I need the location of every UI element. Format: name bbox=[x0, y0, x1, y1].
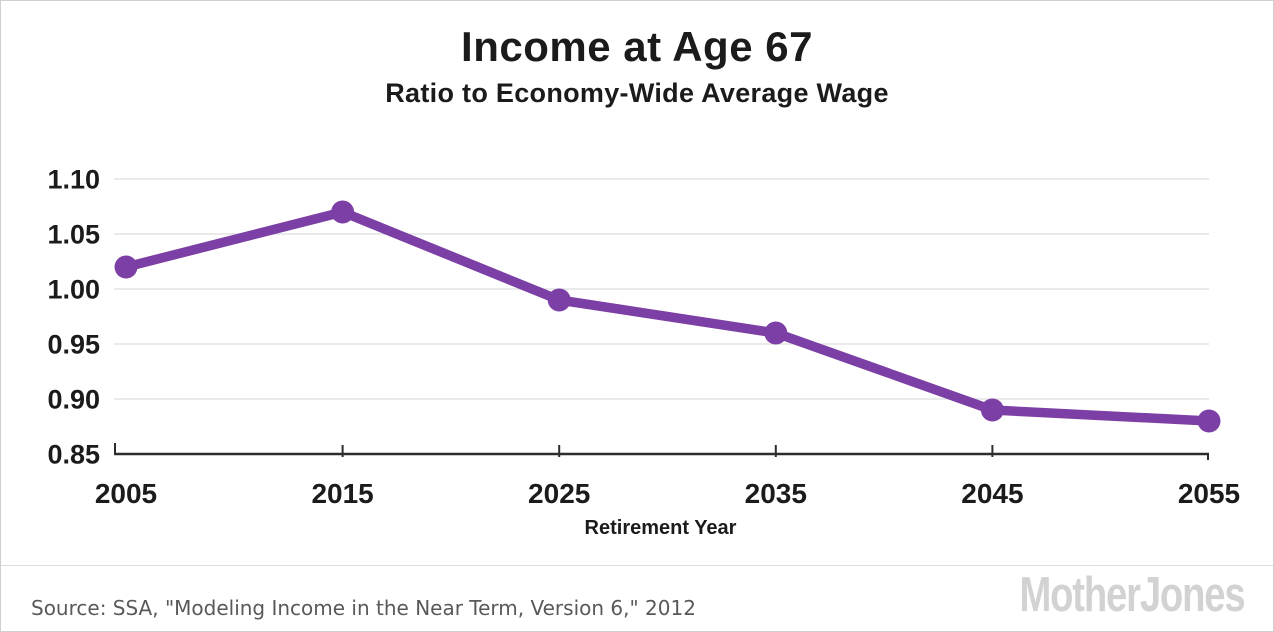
source-credit: Source: SSA, "Modeling Income in the Nea… bbox=[31, 596, 696, 620]
y-tick-label: 1.00 bbox=[47, 275, 100, 305]
x-tick-label: 2035 bbox=[745, 478, 807, 509]
x-tick-label: 2025 bbox=[528, 478, 590, 509]
y-tick-label: 1.10 bbox=[47, 165, 100, 195]
data-point bbox=[331, 200, 355, 224]
data-line bbox=[121, 207, 1214, 426]
data-point bbox=[1197, 409, 1221, 433]
data-point bbox=[114, 255, 138, 279]
y-tick-label: 0.85 bbox=[47, 440, 100, 470]
x-tick-label: 2045 bbox=[961, 478, 1023, 509]
x-tick-label: 2055 bbox=[1178, 478, 1240, 509]
y-tick-label: 0.95 bbox=[47, 330, 100, 360]
x-tick-label: 2015 bbox=[311, 478, 373, 509]
motherjones-logo: MotherJones bbox=[1019, 568, 1245, 622]
data-point bbox=[547, 288, 571, 312]
y-tick-label: 0.90 bbox=[47, 385, 100, 415]
y-tick-label: 1.05 bbox=[47, 220, 100, 250]
footer-divider bbox=[1, 565, 1273, 566]
x-tick-label: 2005 bbox=[95, 478, 157, 509]
data-point bbox=[980, 398, 1004, 422]
chart-title: Income at Age 67 bbox=[461, 23, 813, 70]
chart-subtitle: Ratio to Economy-Wide Average Wage bbox=[385, 78, 889, 108]
x-axis-title: Retirement Year bbox=[584, 517, 737, 539]
line-chart: 0.85 0.90 0.95 1.00 1.05 1.10 2005 2015 2025 2035… bbox=[47, 165, 1240, 510]
data-point bbox=[764, 321, 788, 345]
